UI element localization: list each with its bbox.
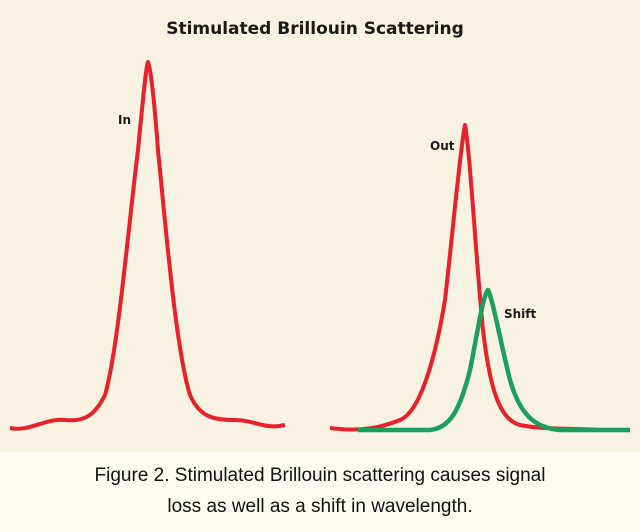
shift-label: Shift (504, 307, 537, 321)
figure-title: Stimulated Brillouin Scattering (166, 19, 464, 39)
input-label: In (118, 113, 131, 127)
shifted-pulse (358, 287, 630, 433)
figure-background (0, 0, 640, 452)
output-label: Out (430, 139, 455, 153)
caption-line: loss as well as a shift in wavelength. (167, 496, 472, 517)
output-pulse (329, 123, 601, 432)
caption-background (0, 452, 640, 532)
caption-line: Figure 2. Stimulated Brillouin scatterin… (95, 465, 546, 486)
input-pulse (9, 60, 286, 431)
